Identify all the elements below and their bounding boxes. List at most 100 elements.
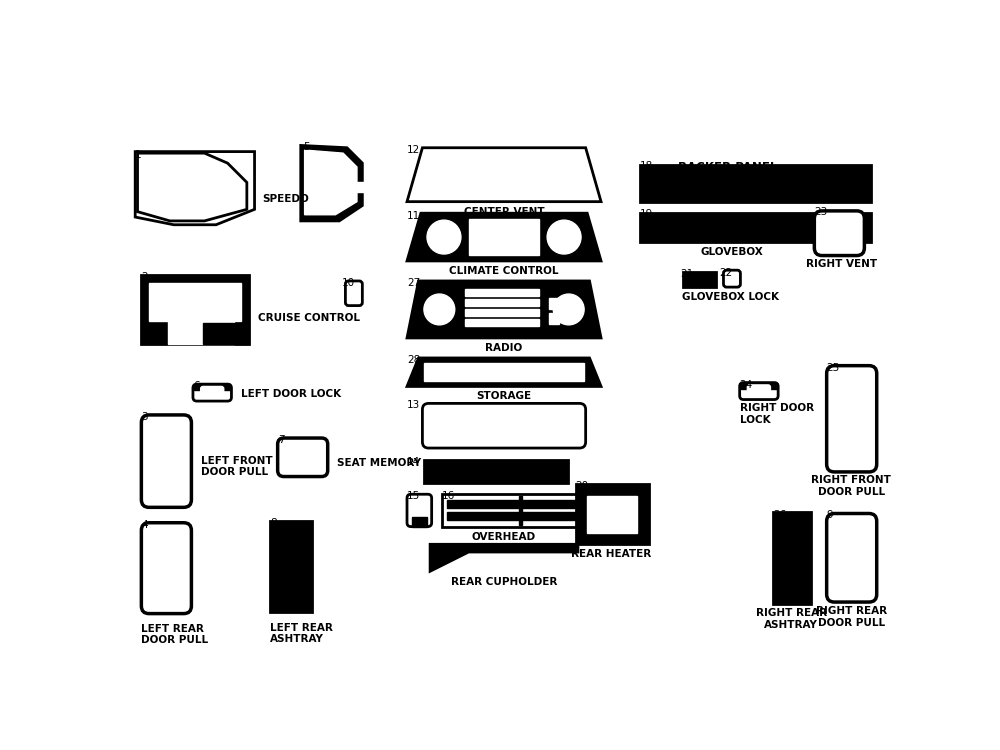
Text: 10: 10 xyxy=(342,278,355,288)
Bar xyxy=(465,289,539,296)
Text: 17: 17 xyxy=(430,543,443,553)
Text: 9: 9 xyxy=(827,511,833,520)
FancyBboxPatch shape xyxy=(747,385,770,396)
FancyBboxPatch shape xyxy=(827,366,877,472)
Polygon shape xyxy=(407,213,601,261)
Text: 22: 22 xyxy=(719,268,732,278)
Text: LEFT DOOR LOCK: LEFT DOOR LOCK xyxy=(241,388,342,399)
Polygon shape xyxy=(357,182,365,192)
Text: BACKER PANEL: BACKER PANEL xyxy=(678,160,777,174)
Text: 6: 6 xyxy=(193,381,200,391)
Bar xyxy=(447,512,595,520)
Text: 25: 25 xyxy=(827,362,840,373)
FancyBboxPatch shape xyxy=(422,404,586,448)
FancyBboxPatch shape xyxy=(407,494,432,526)
Text: RADIO: RADIO xyxy=(485,343,523,352)
Text: 12: 12 xyxy=(407,146,420,155)
Bar xyxy=(549,298,559,309)
Polygon shape xyxy=(301,146,362,221)
FancyBboxPatch shape xyxy=(201,386,224,398)
Text: LEFT FRONT
DOOR PULL: LEFT FRONT DOOR PULL xyxy=(201,456,272,477)
Bar xyxy=(442,494,601,526)
Text: 16: 16 xyxy=(442,491,455,501)
Text: 3: 3 xyxy=(141,412,148,422)
Bar xyxy=(141,274,249,344)
Text: RIGHT FRONT
DOOR PULL: RIGHT FRONT DOOR PULL xyxy=(811,475,891,496)
Bar xyxy=(424,363,584,381)
Text: SPEEDO: SPEEDO xyxy=(262,194,309,204)
Text: LEFT REAR
ASHTRAY: LEFT REAR ASHTRAY xyxy=(270,622,333,644)
Text: GLOVEBOX LOCK: GLOVEBOX LOCK xyxy=(682,292,779,302)
FancyBboxPatch shape xyxy=(723,270,740,287)
Text: 18: 18 xyxy=(640,160,653,171)
Text: 11: 11 xyxy=(407,211,420,221)
Text: 7: 7 xyxy=(278,435,284,445)
Polygon shape xyxy=(407,148,601,202)
Text: 15: 15 xyxy=(407,491,420,501)
Text: 4: 4 xyxy=(141,520,148,530)
Polygon shape xyxy=(430,544,578,572)
Text: RIGHT REAR
DOOR PULL: RIGHT REAR DOOR PULL xyxy=(816,606,887,628)
Text: 1: 1 xyxy=(135,150,142,160)
Bar xyxy=(447,500,595,508)
Text: LEFT REAR
DOOR PULL: LEFT REAR DOOR PULL xyxy=(141,623,208,645)
FancyBboxPatch shape xyxy=(827,514,877,602)
Text: 24: 24 xyxy=(740,380,753,389)
Bar xyxy=(549,314,559,324)
Bar xyxy=(576,484,649,544)
Text: OVERHEAD: OVERHEAD xyxy=(472,532,536,542)
Text: GLOVEBOX: GLOVEBOX xyxy=(701,247,763,257)
Text: 23: 23 xyxy=(814,207,828,217)
Bar xyxy=(424,460,568,483)
FancyBboxPatch shape xyxy=(278,438,328,476)
Text: 2: 2 xyxy=(141,272,148,283)
Bar xyxy=(149,283,241,321)
Text: SEAT MEMORY: SEAT MEMORY xyxy=(337,458,421,468)
Text: RIGHT REAR
ASHTRAY: RIGHT REAR ASHTRAY xyxy=(756,608,827,630)
Text: RIGHT VENT: RIGHT VENT xyxy=(806,260,877,269)
Bar xyxy=(640,166,871,202)
Bar xyxy=(640,213,871,242)
FancyBboxPatch shape xyxy=(141,523,191,614)
Bar xyxy=(741,382,777,388)
FancyBboxPatch shape xyxy=(345,281,362,305)
FancyBboxPatch shape xyxy=(193,384,231,401)
FancyBboxPatch shape xyxy=(740,382,778,400)
Circle shape xyxy=(427,220,461,254)
Polygon shape xyxy=(305,150,357,214)
Polygon shape xyxy=(407,358,601,386)
Bar xyxy=(587,496,637,532)
Text: REAR CUPHOLDER: REAR CUPHOLDER xyxy=(451,577,557,586)
Bar xyxy=(270,521,312,612)
Polygon shape xyxy=(138,153,247,221)
Text: 14: 14 xyxy=(407,458,420,467)
Text: 20: 20 xyxy=(576,482,589,491)
Text: 13: 13 xyxy=(407,400,420,410)
Text: 19: 19 xyxy=(640,209,653,219)
Text: 5: 5 xyxy=(303,142,310,152)
Bar xyxy=(519,496,522,525)
Text: STORAGE: STORAGE xyxy=(476,391,532,401)
Text: 26: 26 xyxy=(773,510,786,520)
Text: REAR HEATER: REAR HEATER xyxy=(571,549,651,559)
Text: CLIMATE CONTROL: CLIMATE CONTROL xyxy=(449,266,559,275)
FancyBboxPatch shape xyxy=(814,211,864,256)
Bar xyxy=(469,219,539,255)
Text: RIGHT DOOR
LOCK: RIGHT DOOR LOCK xyxy=(740,404,814,425)
Polygon shape xyxy=(407,281,601,338)
Bar xyxy=(194,384,230,390)
FancyBboxPatch shape xyxy=(141,415,191,507)
Circle shape xyxy=(553,294,584,325)
Bar xyxy=(465,298,539,305)
Bar xyxy=(412,517,427,526)
Text: 28: 28 xyxy=(407,355,420,365)
Text: 21: 21 xyxy=(680,268,694,279)
Circle shape xyxy=(424,294,455,325)
Polygon shape xyxy=(773,512,811,604)
Text: CENTER VENT: CENTER VENT xyxy=(464,207,544,217)
Bar xyxy=(465,309,539,316)
Polygon shape xyxy=(135,152,255,225)
Bar xyxy=(203,322,248,344)
Bar xyxy=(465,319,539,326)
Bar xyxy=(683,272,716,287)
